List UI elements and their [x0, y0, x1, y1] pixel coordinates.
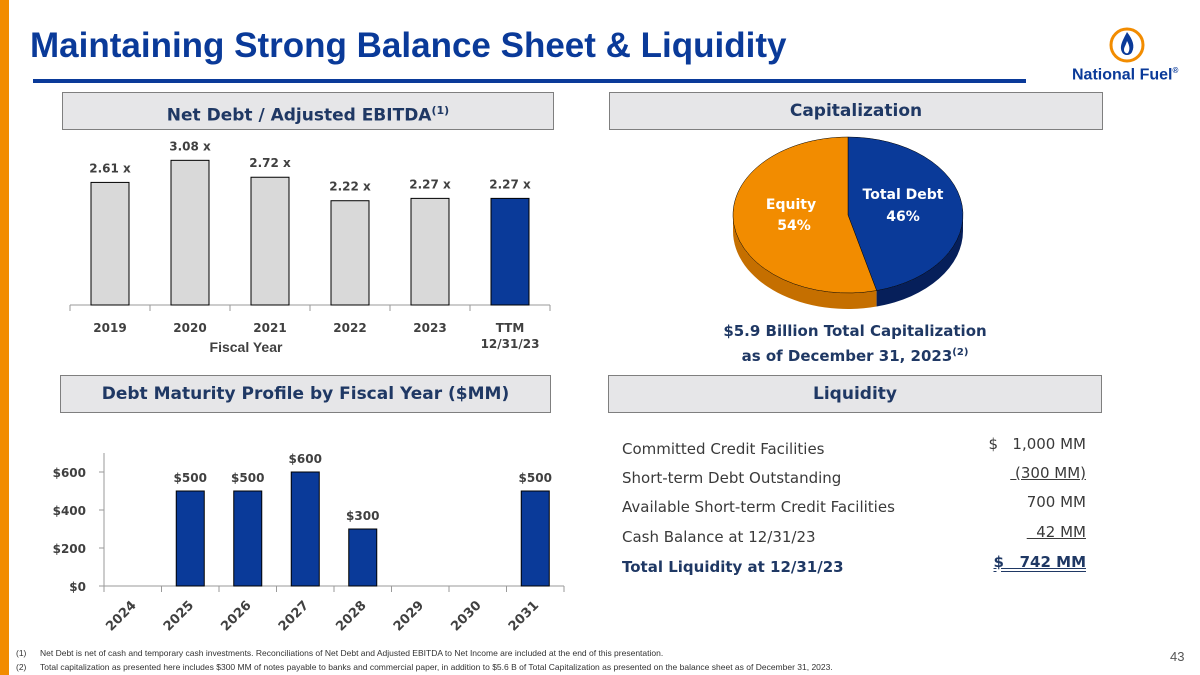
footnote-1: (1) Net Debt is net of cash and temporary…	[16, 648, 664, 658]
page-number: 43	[1170, 649, 1185, 664]
bar-2019	[90, 181, 130, 306]
x-tick-sublabel: 12/31/23	[481, 337, 540, 351]
page-title: Maintaining Strong Balance Sheet & Liqui…	[30, 26, 787, 65]
net-debt-section-header: Net Debt / Adjusted EBITDA(1)	[62, 92, 554, 130]
x-tick-label: 2026	[218, 598, 254, 634]
x-tick-label: 2019	[93, 321, 126, 335]
pie-label-equity-name: Equity	[766, 197, 816, 213]
capitalization-caption-line1: $5.9 Billion Total Capitalization	[723, 322, 987, 340]
logo-wordmark: National Fuel®	[1072, 66, 1179, 84]
x-tick-label: 2027	[276, 598, 312, 634]
liquidity-row-value: 700 MM	[1026, 493, 1086, 511]
bar-2022	[330, 200, 370, 306]
x-axis-title: Fiscal Year	[210, 339, 283, 355]
bar-2021	[250, 176, 290, 306]
x-tick-label: 2031	[506, 598, 542, 634]
y-tick-label: $200	[53, 542, 86, 556]
title-underline	[33, 79, 1026, 83]
x-tick-label: 2030	[448, 598, 484, 634]
bar-value-label: $500	[519, 471, 552, 485]
bar-2023	[410, 197, 450, 306]
liquidity-row-label: Short-term Debt Outstanding	[622, 469, 842, 487]
capitalization-pie-chart: Total Debt 46% Equity 54%	[732, 136, 964, 309]
x-tick-label: TTM	[496, 321, 525, 335]
debt-maturity-chart: $0 $200 $400 $600 2024 $500 2025 $500 2026 $600 20…	[53, 452, 565, 634]
bar-value-label: 2.27 x	[489, 177, 531, 191]
x-tick-label: 2029	[391, 598, 427, 634]
pie-slice-equity-side	[733, 215, 877, 309]
liquidity-row-value: 42 MM	[1026, 523, 1086, 541]
bar-2025	[175, 490, 205, 587]
bar-2028	[348, 528, 378, 587]
debt-maturity-section-header: Debt Maturity Profile by Fiscal Year ($M…	[60, 375, 551, 413]
bar-value-label: $500	[231, 471, 264, 485]
liquidity-section-header: Liquidity	[608, 375, 1102, 413]
national-fuel-flame-logo-icon	[1109, 27, 1145, 63]
liquidity-row-value: (300 MM)	[1010, 464, 1086, 482]
pie-label-debt-name: Total Debt	[863, 187, 944, 203]
pie-slice-debt-side	[876, 215, 963, 307]
left-accent-stripe	[0, 0, 9, 675]
x-tick-label: 2021	[253, 321, 286, 335]
bar-value-label: $500	[174, 471, 207, 485]
liquidity-row-label: Total Liquidity at 12/31/23	[622, 558, 844, 576]
capitalization-section-header: Capitalization	[609, 92, 1103, 130]
pie-label-debt-pct: 46%	[886, 209, 920, 225]
y-tick-label: $400	[53, 504, 86, 518]
capitalization-caption-line2: as of December 31, 2023(2)	[741, 347, 969, 365]
x-tick-label: 2025	[161, 598, 197, 634]
liquidity-row-value: $ 1,000 MM	[988, 435, 1086, 453]
x-tick-label: 2028	[333, 598, 369, 634]
x-tick-label: 2022	[333, 321, 366, 335]
bar-ttm	[490, 197, 530, 306]
bar-2027	[290, 471, 320, 587]
bar-value-label: 3.08 x	[169, 139, 211, 153]
bar-value-label: 2.61 x	[89, 161, 131, 175]
bar-value-label: 2.22 x	[329, 180, 371, 194]
pie-slice-equity	[732, 136, 877, 294]
pie-slice-total-debt	[847, 136, 964, 291]
y-tick-label: $0	[69, 580, 86, 594]
bar-value-label: 2.27 x	[409, 177, 451, 191]
bar-2031	[520, 490, 550, 587]
liquidity-row-label: Cash Balance at 12/31/23	[622, 528, 816, 546]
bar-value-label: $300	[346, 509, 379, 523]
pie-label-equity-pct: 54%	[777, 218, 811, 234]
net-debt-ebitda-chart: 2.61 x 2019 3.08 x 2020 2.72 x 2021 2.22 x 2022…	[69, 139, 551, 355]
y-tick-label: $600	[53, 466, 86, 480]
liquidity-row-label: Committed Credit Facilities	[622, 440, 825, 458]
bar-2020	[170, 159, 210, 306]
bar-value-label: $600	[289, 452, 322, 466]
x-tick-label: 2024	[103, 598, 139, 634]
capitalization-caption: $5.9 Billion Total Capitalization as of …	[690, 320, 1020, 367]
liquidity-row-label: Available Short-term Credit Facilities	[622, 498, 895, 516]
bar-value-label: 2.72 x	[249, 156, 291, 170]
footnote-2: (2) Total capitalization as presented her…	[16, 662, 833, 672]
bar-2026	[233, 490, 263, 587]
x-tick-label: 2020	[173, 321, 206, 335]
liquidity-row-value: $ 742 MM	[993, 553, 1087, 571]
x-tick-label: 2023	[413, 321, 446, 335]
